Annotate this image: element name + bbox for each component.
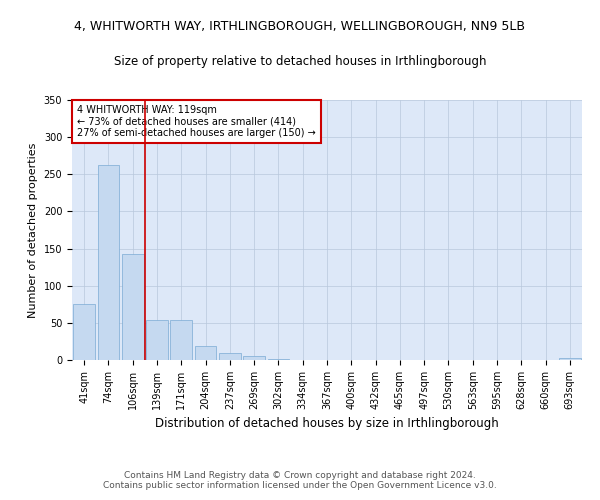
Bar [170, 320, 192, 360]
Bar [194, 346, 217, 360]
Bar [268, 358, 289, 360]
Text: 4 WHITWORTH WAY: 119sqm
← 73% of detached houses are smaller (414)
27% of semi-d: 4 WHITWORTH WAY: 119sqm ← 73% of detache… [77, 105, 316, 138]
Y-axis label: Number of detached properties: Number of detached properties [28, 142, 38, 318]
Bar [73, 304, 95, 360]
Bar [243, 356, 265, 360]
Text: Size of property relative to detached houses in Irthlingborough: Size of property relative to detached ho… [114, 55, 486, 68]
Bar [146, 320, 168, 360]
Text: Contains HM Land Registry data © Crown copyright and database right 2024.
Contai: Contains HM Land Registry data © Crown c… [103, 470, 497, 490]
Text: 4, WHITWORTH WAY, IRTHLINGBOROUGH, WELLINGBOROUGH, NN9 5LB: 4, WHITWORTH WAY, IRTHLINGBOROUGH, WELLI… [74, 20, 526, 33]
Bar [97, 166, 119, 360]
Bar [122, 254, 143, 360]
Bar [219, 354, 241, 360]
X-axis label: Distribution of detached houses by size in Irthlingborough: Distribution of detached houses by size … [155, 418, 499, 430]
Bar [559, 358, 581, 360]
